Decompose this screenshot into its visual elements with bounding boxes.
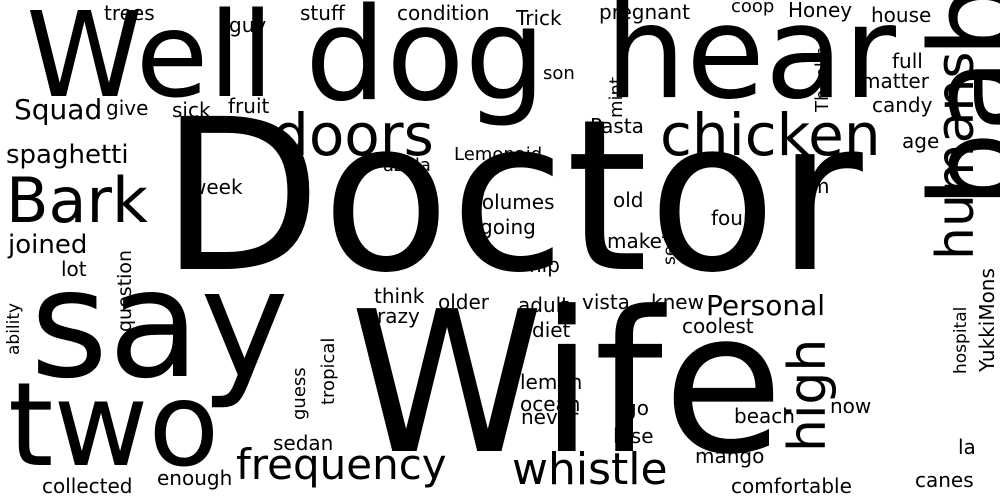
word-sedan: sedan [273,431,334,455]
word-doctor: Doctor [160,74,863,319]
word-candy: candy [872,93,933,117]
word-adult: adult [518,293,570,317]
word-older: older [438,290,490,314]
word-guess: guess [289,367,310,420]
word-dog: dog [305,0,546,130]
word-honey: Honey [788,0,853,22]
word-lemonaid: Lemonaid [454,144,543,165]
word-four: four [711,206,752,230]
word-lot: lot [61,257,87,281]
word-frequency: frequency [236,440,447,489]
word-trees: trees [104,1,155,25]
word-squad: Squad [14,93,103,126]
word-give: give [106,96,149,120]
word-joined: joined [8,230,88,260]
word-crazy: crazy [366,304,420,328]
word-comfortable: comfortable [731,474,852,498]
word-hear: hear [605,0,896,128]
word-make: make [607,229,662,253]
word-house: house [871,3,932,27]
word-personal: Personal [706,289,826,322]
word-knew: knew [651,290,704,314]
word-doors: doors [272,101,434,169]
word-hip: hip [529,253,560,277]
word-q: Q [756,374,772,398]
word-mint: mint [606,76,627,118]
word-ability: ability [4,302,24,355]
word-wife: Wife [350,270,784,498]
word-mango: mango [695,444,765,468]
word-vista: vista [582,290,630,314]
word-la: la [958,435,976,459]
word-enough: enough [157,466,233,490]
word-full: full [892,49,923,73]
word-azula: azula [383,155,431,176]
word-week: week [190,175,243,199]
word-old: old [613,188,644,212]
word-diet: diet [532,318,571,342]
word-canes: canes [915,468,974,492]
word-chicken: chicken [660,101,881,169]
word-matter: matter [861,69,929,93]
word-d: d [796,207,809,231]
word-collected: collected [42,474,133,498]
word-well: Well [26,0,274,124]
word-now: now [830,394,872,418]
word-fruit: fruit [228,94,270,118]
word-sediment: sediment [660,185,680,265]
word-lemon: lemon [520,370,583,394]
word-ocean: ocean [520,392,581,416]
word-trick: Trick [516,6,562,30]
word-whistle: whistle [512,444,668,495]
word-bark: Bark [6,164,148,237]
word-going: going [480,215,536,239]
word-question: question [114,249,136,332]
word-yukkimons: YukkiMons [975,268,999,372]
word-pasta: Pasta [590,114,644,138]
word-spaghetti: spaghetti [6,140,129,170]
word-pregnant: pregnant [599,0,690,24]
word-two: two [8,358,220,493]
word-hm: Hm [795,174,830,198]
word-stuff: stuff [300,1,345,25]
word-say: say [30,238,289,412]
word-think: think [374,284,425,308]
word-son: son [543,63,575,84]
word-beach: beach [734,404,795,428]
word-hospital: hospital [951,306,971,374]
word-coolest: coolest [682,314,754,338]
word-high: high [778,338,838,452]
word-guy: guy [229,13,267,37]
word-sick: sick [172,98,211,122]
word-coop: coop [731,0,775,17]
word-humans: humans [926,51,986,260]
word-tropical: tropical [318,337,339,405]
word-go: go [624,396,649,420]
word-thanks: Thanks [812,47,833,112]
word-condition: condition [397,1,490,25]
word-lose: lose [613,424,654,448]
word-volumes: volumes [470,190,555,214]
word-age: age [902,129,940,153]
word-never: never [521,405,579,429]
